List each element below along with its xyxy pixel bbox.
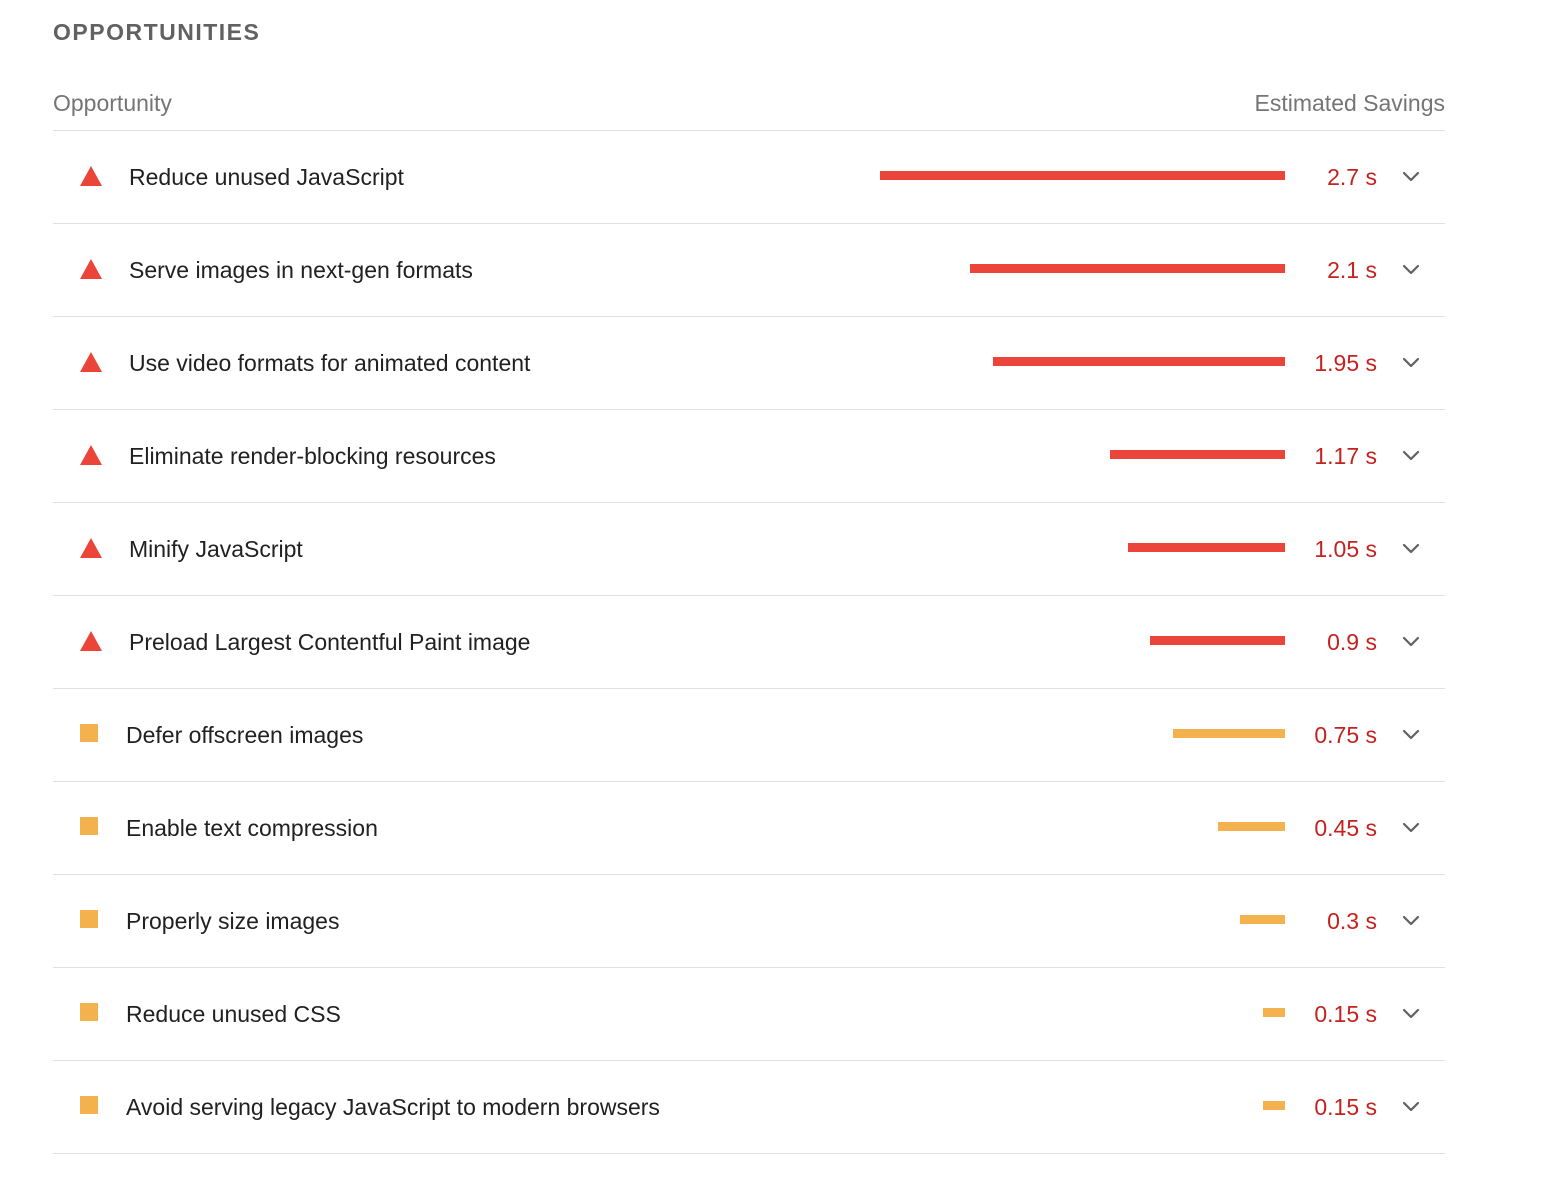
opportunity-title: Minify JavaScript xyxy=(129,536,303,562)
warning-triangle-icon xyxy=(80,166,102,186)
savings-bar-track xyxy=(845,1101,1285,1110)
savings-bar-track xyxy=(845,1008,1285,1017)
savings-bar-track xyxy=(845,915,1285,924)
savings-bar xyxy=(993,357,1285,366)
chevron-down-icon[interactable] xyxy=(1401,354,1421,372)
opportunity-title: Reduce unused CSS xyxy=(126,1001,341,1027)
chevron-down-icon[interactable] xyxy=(1401,633,1421,651)
savings-bar xyxy=(1150,636,1285,645)
opportunity-title: Defer offscreen images xyxy=(126,722,364,748)
average-square-icon xyxy=(80,1096,102,1116)
opportunity-title: Properly size images xyxy=(126,908,340,934)
opportunity-row[interactable]: Defer offscreen images 0.75 s xyxy=(53,689,1445,782)
savings-value: 0.15 s xyxy=(1314,1001,1377,1027)
savings-bar xyxy=(1110,450,1285,459)
opportunity-row[interactable]: Properly size images 0.3 s xyxy=(53,875,1445,968)
opportunities-table-header: Opportunity Estimated Savings xyxy=(53,86,1445,131)
opportunity-row[interactable]: Serve images in next-gen formats 2.1 s xyxy=(53,224,1445,317)
chevron-down-icon[interactable] xyxy=(1401,912,1421,930)
savings-value: 0.75 s xyxy=(1314,722,1377,748)
savings-bar xyxy=(1218,822,1285,831)
warning-triangle-icon xyxy=(80,259,102,279)
opportunity-title: Preload Largest Contentful Paint image xyxy=(129,629,531,655)
opportunity-row[interactable]: Reduce unused CSS 0.15 s xyxy=(53,968,1445,1061)
opportunities-list: Reduce unused JavaScript 2.7 s Serve image… xyxy=(53,131,1445,1154)
opportunity-title: Eliminate render-blocking resources xyxy=(129,443,496,469)
savings-value: 1.05 s xyxy=(1314,536,1377,562)
savings-bar-track xyxy=(845,264,1285,273)
column-header-estimated-savings: Estimated Savings xyxy=(1254,90,1445,116)
savings-bar xyxy=(1173,729,1285,738)
opportunity-row[interactable]: Minify JavaScript 1.05 s xyxy=(53,503,1445,596)
warning-triangle-icon xyxy=(80,352,102,372)
opportunity-row[interactable]: Reduce unused JavaScript 2.7 s xyxy=(53,131,1445,224)
opportunity-title: Use video formats for animated content xyxy=(129,350,531,376)
average-square-icon xyxy=(80,910,102,930)
savings-bar-track xyxy=(845,636,1285,645)
savings-bar-track xyxy=(845,450,1285,459)
chevron-down-icon[interactable] xyxy=(1401,168,1421,186)
savings-bar xyxy=(880,171,1285,180)
savings-bar xyxy=(1128,543,1285,552)
savings-bar-track xyxy=(845,543,1285,552)
chevron-down-icon[interactable] xyxy=(1401,447,1421,465)
column-header-opportunity: Opportunity xyxy=(53,90,172,116)
savings-bar xyxy=(1263,1008,1285,1017)
savings-value: 0.9 s xyxy=(1327,629,1377,655)
average-square-icon xyxy=(80,724,102,744)
chevron-down-icon[interactable] xyxy=(1401,1098,1421,1116)
opportunity-row[interactable]: Avoid serving legacy JavaScript to moder… xyxy=(53,1061,1445,1154)
savings-bar xyxy=(1263,1101,1285,1110)
chevron-down-icon[interactable] xyxy=(1401,819,1421,837)
savings-bar xyxy=(970,264,1285,273)
average-square-icon xyxy=(80,1003,102,1023)
chevron-down-icon[interactable] xyxy=(1401,261,1421,279)
opportunity-row[interactable]: Eliminate render-blocking resources 1.17 … xyxy=(53,410,1445,503)
warning-triangle-icon xyxy=(80,445,102,465)
average-square-icon xyxy=(80,817,102,837)
opportunity-row[interactable]: Preload Largest Contentful Paint image 0.… xyxy=(53,596,1445,689)
savings-bar-track xyxy=(845,171,1285,180)
savings-bar-track xyxy=(845,822,1285,831)
savings-value: 1.17 s xyxy=(1314,443,1377,469)
savings-value: 0.45 s xyxy=(1314,815,1377,841)
opportunity-row[interactable]: Enable text compression 0.45 s xyxy=(53,782,1445,875)
savings-bar-track xyxy=(845,357,1285,366)
savings-value: 0.3 s xyxy=(1327,908,1377,934)
chevron-down-icon[interactable] xyxy=(1401,540,1421,558)
savings-value: 2.1 s xyxy=(1327,257,1377,283)
savings-value: 2.7 s xyxy=(1327,164,1377,190)
savings-value: 0.15 s xyxy=(1314,1094,1377,1120)
opportunity-title: Serve images in next-gen formats xyxy=(129,257,473,283)
section-title: OPPORTUNITIES xyxy=(53,19,261,45)
opportunity-row[interactable]: Use video formats for animated content 1.… xyxy=(53,317,1445,410)
savings-bar xyxy=(1240,915,1285,924)
chevron-down-icon[interactable] xyxy=(1401,726,1421,744)
opportunity-title: Reduce unused JavaScript xyxy=(129,164,404,190)
opportunity-title: Avoid serving legacy JavaScript to moder… xyxy=(126,1094,660,1120)
savings-bar-track xyxy=(845,729,1285,738)
chevron-down-icon[interactable] xyxy=(1401,1005,1421,1023)
opportunity-title: Enable text compression xyxy=(126,815,378,841)
savings-value: 1.95 s xyxy=(1314,350,1377,376)
warning-triangle-icon xyxy=(80,538,102,558)
warning-triangle-icon xyxy=(80,631,102,651)
